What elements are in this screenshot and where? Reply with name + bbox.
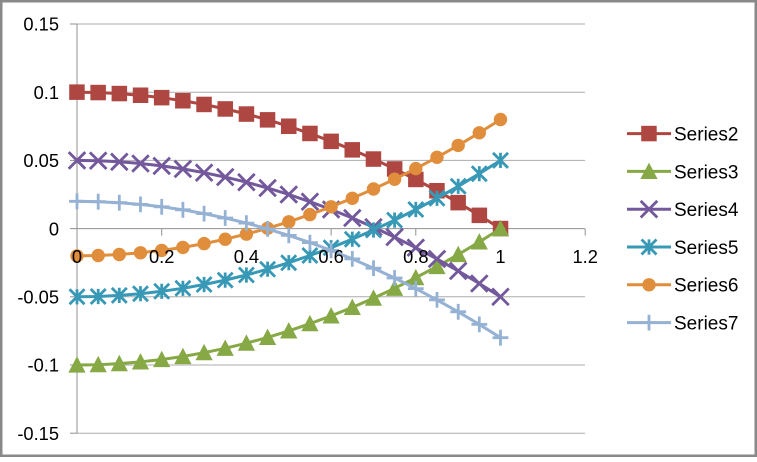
svg-text:1.2: 1.2 (572, 246, 597, 267)
svg-text:0: 0 (49, 218, 59, 239)
svg-text:0.6: 0.6 (318, 246, 343, 267)
svg-text:-0.05: -0.05 (17, 287, 59, 308)
svg-text:0.8: 0.8 (403, 246, 428, 267)
svg-text:1: 1 (495, 246, 505, 267)
svg-text:-0.15: -0.15 (17, 423, 59, 444)
svg-text:0.2: 0.2 (149, 246, 174, 267)
svg-text:Series3: Series3 (674, 162, 738, 183)
svg-text:0.4: 0.4 (234, 246, 259, 267)
svg-text:-0.1: -0.1 (27, 355, 59, 376)
svg-text:0.15: 0.15 (23, 14, 59, 35)
svg-text:Series6: Series6 (674, 276, 738, 297)
svg-text:0: 0 (72, 246, 82, 267)
svg-text:0.1: 0.1 (34, 82, 59, 103)
svg-text:Series7: Series7 (674, 314, 738, 335)
svg-text:Series5: Series5 (674, 238, 738, 259)
svg-text:0.05: 0.05 (23, 150, 59, 171)
svg-text:Series4: Series4 (674, 200, 739, 221)
svg-text:Series2: Series2 (674, 125, 738, 146)
